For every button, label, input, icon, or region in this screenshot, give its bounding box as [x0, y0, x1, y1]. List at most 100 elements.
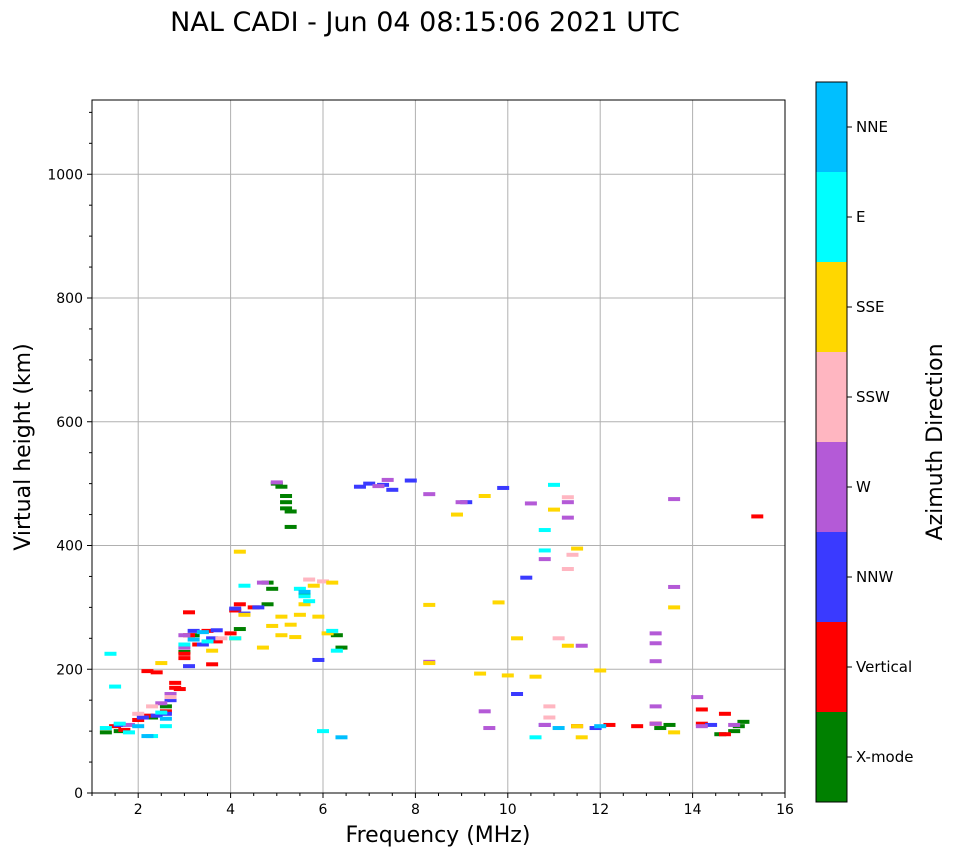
echo-point-sse: [321, 631, 334, 636]
echo-point-w: [155, 701, 168, 706]
echo-point-sse: [423, 661, 436, 666]
plot-frame: [91, 99, 786, 794]
colorbar-segment: [816, 352, 847, 442]
echo-point-nnw: [497, 485, 510, 490]
echo-point-vertical: [178, 656, 191, 661]
echo-point-sse: [293, 612, 306, 617]
x-axis-ticks: 2 4 6 8 10 12 14 16: [91, 793, 794, 818]
echo-point-ssw: [303, 577, 316, 582]
echo-point-w: [668, 584, 681, 589]
y-tick-label: 800: [56, 291, 83, 307]
echo-point-x-mode: [261, 602, 274, 607]
echo-point-sse: [594, 668, 607, 673]
x-tick-label: 2: [134, 802, 143, 818]
echo-point-sse: [501, 673, 514, 678]
echo-point-e: [529, 735, 542, 740]
echo-point-e: [293, 586, 306, 591]
echo-point-sse: [307, 583, 320, 588]
echo-point-x-mode: [284, 524, 297, 529]
echo-point-ssw: [132, 711, 145, 716]
y-tick-label: 1000: [47, 167, 83, 183]
echo-point-nnw: [187, 628, 200, 633]
colorbar: X-mode Vertical NNW W SSW SSE E NNE: [815, 81, 913, 803]
echo-point-vertical: [695, 721, 708, 726]
echo-point-w: [649, 659, 662, 664]
echo-point-x-mode: [280, 494, 293, 498]
echo-point-sse: [312, 614, 325, 619]
echo-point-ssw: [164, 695, 177, 700]
echo-point-e: [113, 721, 126, 726]
echo-point-nne: [141, 734, 154, 739]
echo-point-vertical: [173, 687, 186, 692]
colorbar-segment: [816, 262, 847, 352]
echo-point-vertical: [718, 732, 731, 737]
echo-point-x-mode: [654, 726, 667, 731]
colorbar-segment: [816, 622, 847, 712]
colorbar-segment: [816, 82, 847, 172]
echo-point-vertical: [224, 631, 237, 636]
echo-point-e: [317, 729, 329, 734]
echo-point-vertical: [603, 722, 616, 727]
echo-point-x-mode: [728, 729, 741, 734]
x-tick-label: 12: [591, 802, 609, 818]
colorbar-label: W: [856, 478, 871, 496]
echo-point-w: [256, 580, 269, 585]
echo-point-nnw: [404, 478, 417, 483]
echo-point-w: [561, 515, 574, 520]
echo-point-w: [423, 492, 436, 497]
echo-point-nnw: [183, 664, 196, 669]
echo-point-sse: [474, 671, 487, 676]
echo-point-e: [159, 724, 172, 729]
echo-point-ssw: [146, 704, 159, 709]
echo-point-vertical: [233, 602, 246, 607]
echo-point-nnw: [210, 628, 223, 633]
x-tick-label: 16: [776, 802, 794, 818]
echo-point-sse: [275, 633, 288, 638]
echo-point-ssw: [552, 636, 565, 641]
echo-point-w: [649, 704, 662, 709]
echo-point-x-mode: [284, 509, 297, 514]
echo-point-nne: [196, 630, 209, 635]
echo-point-w: [575, 643, 588, 648]
x-tick-label: 4: [226, 802, 235, 818]
x-tick-label: 14: [684, 802, 702, 818]
echo-point-e: [303, 599, 316, 604]
echo-point-e: [99, 726, 112, 731]
echo-point-vertical: [132, 717, 145, 722]
echo-point-w: [270, 480, 283, 485]
y-tick-label: 0: [74, 786, 83, 802]
echo-point-w: [122, 722, 135, 727]
echo-point-sse: [155, 661, 168, 666]
colorbar-label: SSW: [856, 388, 890, 406]
colorbar-label: Vertical: [856, 658, 912, 676]
echo-point-sse: [256, 645, 269, 650]
echo-point-e: [326, 628, 339, 633]
echo-point-x-mode: [330, 633, 343, 638]
echo-point-w: [455, 500, 468, 505]
y-tick-label: 400: [56, 539, 83, 555]
y-tick-label: 600: [56, 415, 83, 431]
echo-point-sse: [326, 580, 339, 585]
echo-point-e: [538, 528, 551, 533]
echo-point-sse: [561, 643, 574, 648]
echo-point-e: [201, 639, 214, 644]
echo-point-x-mode: [159, 704, 172, 709]
colorbar-label: NNW: [856, 568, 893, 586]
echo-point-nnw: [312, 657, 325, 662]
data-points: [99, 477, 764, 740]
echo-point-w: [728, 722, 741, 727]
echo-point-nnw: [252, 605, 265, 610]
echo-point-nnw: [511, 692, 524, 696]
echo-point-e: [330, 648, 343, 653]
echo-point-nne: [594, 724, 607, 729]
echo-point-vertical: [169, 680, 182, 685]
echo-point-w: [381, 477, 394, 482]
y-tick-label: 200: [56, 662, 83, 678]
echo-point-w: [649, 721, 662, 726]
y-axis-ticks: 0 200 400 600 800 1000: [47, 111, 92, 802]
echo-point-w: [649, 641, 662, 646]
echo-point-e: [104, 651, 117, 656]
echo-point-nnw: [196, 642, 209, 647]
echo-point-ssw: [543, 704, 556, 709]
echo-point-x-mode: [275, 484, 288, 489]
